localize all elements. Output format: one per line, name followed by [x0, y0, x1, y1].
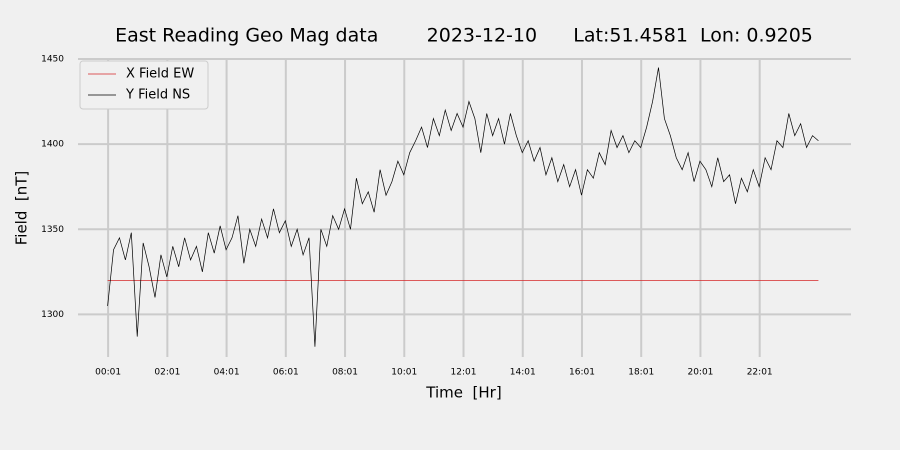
x-tick-label: 04:01 [214, 368, 240, 378]
x-tick-label: 14:01 [510, 368, 536, 378]
legend-label: Y Field NS [125, 88, 190, 103]
x-tick-label: 02:01 [154, 368, 180, 378]
x-tick-label: 06:01 [273, 368, 299, 378]
y-axis-label: Field [nT] [13, 171, 31, 246]
x-tick-label: 20:01 [687, 368, 713, 378]
chart-title: East Reading Geo Mag data 2023-12-10 Lat… [115, 25, 813, 47]
x-tick-label: 16:01 [569, 368, 595, 378]
x-tick-label: 10:01 [391, 368, 417, 378]
x-tick-label: 00:01 [95, 368, 121, 378]
x-axis-label: Time [Hr] [425, 384, 501, 402]
x-tick-label: 08:01 [332, 368, 358, 378]
y-tick-label: 1450 [41, 55, 64, 65]
legend-label: X Field EW [126, 67, 194, 82]
grid [78, 58, 851, 357]
x-tick-label: 18:01 [628, 368, 654, 378]
legend: X Field EW Y Field NS [79, 60, 209, 110]
series-line [107, 67, 819, 347]
plot-area [107, 67, 819, 347]
y-tick-label: 1300 [41, 310, 64, 320]
y-tick-label: 1350 [41, 225, 64, 235]
legend-box [79, 60, 209, 110]
y-tick-label: 1400 [41, 140, 64, 150]
x-tick-label: 22:01 [747, 368, 773, 378]
x-tick-label: 12:01 [451, 368, 477, 378]
